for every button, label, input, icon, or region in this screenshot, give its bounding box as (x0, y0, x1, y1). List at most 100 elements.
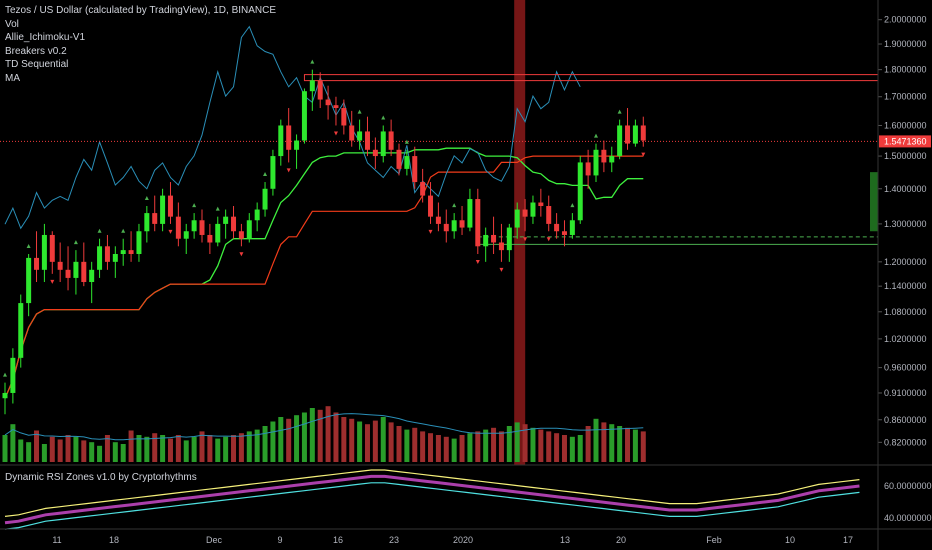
candle-body (498, 242, 504, 251)
volume-bar (640, 431, 646, 462)
td-sequential-marker (594, 133, 598, 138)
candle-body (207, 234, 213, 243)
volume-bar (270, 421, 276, 462)
volume-bar (333, 412, 339, 462)
kijun-line (4, 147, 644, 399)
price-axis-label: 1.6000000 (884, 120, 927, 130)
time-axis-label: 20 (616, 535, 626, 545)
volume-bar (128, 430, 134, 462)
oscillator-title[interactable]: Dynamic RSI Zones v1.0 by Cryptorhythms (5, 472, 197, 483)
resistance-zone (303, 74, 879, 82)
volume-bar (278, 417, 284, 462)
volume-bar (112, 442, 118, 462)
td-sequential-marker (546, 237, 551, 242)
volume-bar (435, 435, 441, 462)
candle-body (49, 234, 55, 262)
volume-bar (364, 424, 370, 462)
candle-body (57, 261, 63, 270)
time-axis-label: 9 (277, 535, 282, 545)
td-sequential-marker (121, 228, 126, 233)
legend-indicator-vol[interactable]: Vol (5, 18, 19, 30)
volume-bar (428, 433, 434, 462)
legend-indicator-td-sequential[interactable]: TD Sequential (5, 59, 69, 70)
candle-body (160, 195, 166, 224)
candle-body (569, 220, 575, 235)
td-sequential-marker (97, 228, 102, 233)
candle-body (554, 223, 560, 232)
legend-indicator-ichimoku[interactable]: Allie_Ichimoku-V1 (5, 32, 86, 43)
volume-ma-line (4, 413, 644, 441)
volume-bar (491, 427, 497, 462)
volume-bar (554, 433, 560, 462)
volume-bar (522, 424, 528, 462)
volume-bar (317, 409, 323, 462)
candle-body (112, 254, 118, 262)
price-axis-label: 0.9100000 (884, 388, 927, 398)
candle-body (238, 231, 244, 239)
time-axis-label: Dec (206, 535, 223, 545)
volume-bar (246, 431, 252, 462)
candle-body (152, 213, 158, 224)
candle-body (167, 195, 173, 217)
time-axis-label: 23 (389, 535, 399, 545)
td-sequential-marker (570, 203, 575, 208)
td-sequential-marker (215, 206, 220, 211)
price-axis-label: 1.9000000 (884, 39, 927, 49)
candle-body (451, 220, 457, 232)
td-sequential-marker (3, 372, 7, 377)
legend-title: Tezos / US Dollar (calculated by Trading… (5, 5, 277, 16)
candle-body (18, 303, 24, 358)
oscillator-axis-label: 60.0000000 (884, 481, 932, 491)
td-sequential-marker (168, 229, 173, 234)
candle-body (278, 125, 284, 157)
time-axis-label: 2020 (453, 535, 473, 545)
volume-bar (396, 426, 402, 462)
candle-body (270, 156, 276, 189)
candle-body (341, 108, 347, 126)
lagging-span-line (4, 25, 581, 230)
candle-body (435, 216, 441, 224)
time-axis-label: 13 (560, 535, 570, 545)
candle-body (364, 131, 370, 150)
candle-body (301, 91, 307, 141)
candle-body (175, 216, 181, 239)
volume-bar (577, 435, 583, 462)
volume-bar (475, 431, 481, 462)
last-price-label: 1.5471360 (884, 136, 927, 146)
volume-bar (294, 415, 300, 462)
volume-bar (632, 429, 638, 462)
volume-bar (451, 438, 457, 462)
candle-body (65, 269, 71, 278)
volume-bar (215, 438, 221, 462)
td-sequential-marker (286, 168, 291, 173)
candle-body (317, 80, 323, 100)
volume-bar (65, 435, 71, 462)
candle-body (506, 227, 512, 251)
candle-body (420, 182, 426, 196)
volume-bar (380, 417, 386, 462)
candle-body (325, 99, 331, 106)
volume-bar (546, 431, 552, 462)
price-axis-label: 1.4000000 (884, 184, 927, 194)
legend-indicator-breakers[interactable]: Breakers v0.2 (5, 45, 67, 57)
time-axis-label: 11 (52, 535, 61, 545)
volume-bar (207, 435, 213, 462)
candle-body (2, 392, 8, 399)
time-axis-label: 10 (785, 535, 795, 545)
volume-bar (199, 431, 205, 462)
td-sequential-marker (26, 244, 31, 249)
price-axis-label: 1.7000000 (884, 92, 927, 102)
volume-bar (97, 445, 103, 462)
candle-body (388, 131, 394, 150)
volume-bar (223, 436, 229, 462)
volume-bar (530, 427, 536, 462)
price-axis-label: 1.8000000 (884, 65, 927, 75)
legend-indicator-ma[interactable]: MA (5, 72, 20, 84)
candle-body (81, 261, 87, 283)
candle-body (491, 234, 497, 243)
volume-bar (459, 435, 465, 462)
volume-bar (514, 422, 520, 462)
senkou-b-line (4, 155, 644, 399)
